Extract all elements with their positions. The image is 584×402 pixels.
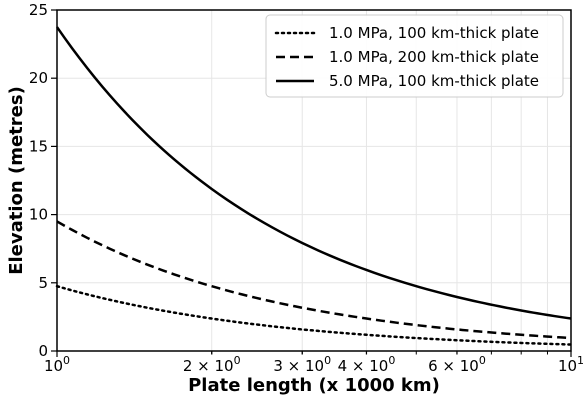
x-tick-label: 101 — [558, 354, 584, 375]
x-tick-label: 4 × 100 — [338, 354, 396, 375]
x-tick-exponent: 0 — [324, 354, 331, 367]
x-tick-exponent: 1 — [577, 354, 584, 367]
y-tick-label: 20 — [29, 69, 48, 87]
legend-label: 1.0 MPa, 200 km-thick plate — [329, 48, 539, 66]
x-tick-exponent: 0 — [234, 354, 241, 367]
series-line-dotted — [55, 284, 573, 346]
x-tick-label: 2 × 100 — [183, 354, 241, 375]
axis-ticks: 100 2 × 100 3 × 100 4 × 100 6 × 100 101051015… — [29, 1, 584, 375]
y-tick-label: 5 — [38, 274, 48, 292]
x-tick-label: 3 × 100 — [273, 354, 331, 375]
x-tick-exponent: 0 — [479, 354, 486, 367]
y-tick-label: 25 — [29, 1, 48, 19]
x-tick-exponent: 0 — [388, 354, 395, 367]
series-lines — [55, 26, 573, 346]
y-tick-label: 15 — [29, 137, 48, 155]
legend-label: 1.0 MPa, 100 km-thick plate — [329, 24, 539, 42]
x-axis-title: Plate length (x 1000 km) — [188, 375, 440, 396]
y-tick-label: 0 — [38, 342, 48, 360]
legend-box — [265, 14, 564, 98]
y-axis-title: Elevation (metres) — [6, 86, 27, 275]
y-tick-label: 10 — [29, 206, 48, 224]
plot-frame — [56, 9, 572, 352]
legend-label: 5.0 MPa, 100 km-thick plate — [329, 72, 539, 90]
x-tick-exponent: 0 — [63, 354, 70, 367]
series-line-solid — [55, 26, 572, 320]
x-tick-label: 6 × 100 — [428, 354, 486, 375]
series-line-dashed — [56, 220, 572, 340]
legend: 1.0 MPa, 100 km-thick plate 1.0 MPa, 200 … — [265, 14, 564, 98]
